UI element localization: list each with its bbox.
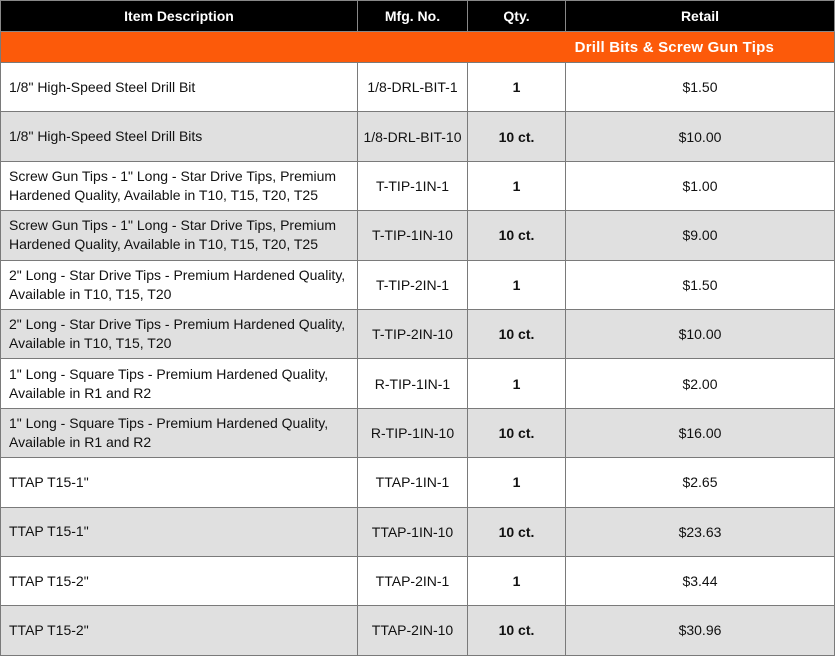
mfg-no-cell: TTAP-1IN-10	[357, 506, 468, 557]
table-row: 1" Long - Square Tips - Premium Hardened…	[0, 407, 835, 459]
mfg-no-cell: T-TIP-1IN-1	[357, 160, 468, 212]
retail-cell: $23.63	[565, 506, 835, 557]
retail-cell: $9.00	[565, 210, 835, 261]
table-row: 2" Long - Star Drive Tips - Premium Hard…	[0, 308, 835, 360]
item-description-cell: Screw Gun Tips - 1" Long - Star Drive Ti…	[0, 160, 358, 212]
item-description-cell: 1/8" High-Speed Steel Drill Bits	[0, 111, 358, 162]
mfg-no-cell: TTAP-2IN-10	[357, 605, 468, 656]
table-row: TTAP T15-2" TTAP-2IN-10 10 ct. $30.96	[0, 605, 835, 656]
retail-cell: $2.00	[565, 358, 835, 409]
section-row: Drill Bits & Screw Gun Tips	[0, 31, 835, 63]
mfg-no-cell: TTAP-2IN-1	[357, 555, 468, 607]
item-description-cell: TTAP T15-2"	[0, 555, 358, 607]
mfg-no-cell: R-TIP-1IN-10	[357, 407, 468, 459]
qty-cell: 1	[467, 259, 566, 310]
qty-cell: 1	[467, 555, 566, 607]
item-description-cell: 2" Long - Star Drive Tips - Premium Hard…	[0, 308, 358, 360]
qty-cell: 10 ct.	[467, 210, 566, 261]
mfg-no-cell: T-TIP-2IN-10	[357, 308, 468, 360]
qty-cell: 10 ct.	[467, 111, 566, 162]
item-description-cell: 2" Long - Star Drive Tips - Premium Hard…	[0, 259, 358, 310]
table-row: TTAP T15-1" TTAP-1IN-10 10 ct. $23.63	[0, 506, 835, 557]
header-retail: Retail	[565, 0, 835, 32]
table-row: TTAP T15-2" TTAP-2IN-1 1 $3.44	[0, 555, 835, 607]
mfg-no-cell: T-TIP-2IN-1	[357, 259, 468, 310]
header-qty: Qty.	[467, 0, 566, 32]
table-row: 1/8" High-Speed Steel Drill Bit 1/8-DRL-B…	[0, 61, 835, 113]
retail-cell: $30.96	[565, 605, 835, 656]
table-row: TTAP T15-1" TTAP-1IN-1 1 $2.65	[0, 457, 835, 508]
header-row: Item Description Mfg. No. Qty. Retail	[0, 0, 835, 32]
item-description-cell: 1/8" High-Speed Steel Drill Bit	[0, 61, 358, 113]
retail-cell: $2.65	[565, 457, 835, 508]
qty-cell: 1	[467, 457, 566, 508]
table-row: 1" Long - Square Tips - Premium Hardened…	[0, 358, 835, 409]
header-mfg-no: Mfg. No.	[357, 0, 468, 32]
qty-cell: 1	[467, 61, 566, 113]
retail-cell: $3.44	[565, 555, 835, 607]
qty-cell: 1	[467, 358, 566, 409]
mfg-no-cell: TTAP-1IN-1	[357, 457, 468, 508]
retail-cell: $1.50	[565, 61, 835, 113]
mfg-no-cell: 1/8-DRL-BIT-1	[357, 61, 468, 113]
qty-cell: 10 ct.	[467, 605, 566, 656]
section-title: Drill Bits & Screw Gun Tips	[0, 31, 835, 63]
header-item-description: Item Description	[0, 0, 358, 32]
qty-cell: 10 ct.	[467, 506, 566, 557]
retail-cell: $1.00	[565, 160, 835, 212]
table-row: Screw Gun Tips - 1" Long - Star Drive Ti…	[0, 160, 835, 212]
item-description-cell: 1" Long - Square Tips - Premium Hardened…	[0, 407, 358, 459]
qty-cell: 10 ct.	[467, 308, 566, 360]
table-row: 2" Long - Star Drive Tips - Premium Hard…	[0, 259, 835, 310]
retail-cell: $1.50	[565, 259, 835, 310]
item-description-cell: TTAP T15-2"	[0, 605, 358, 656]
mfg-no-cell: 1/8-DRL-BIT-10	[357, 111, 468, 162]
retail-cell: $10.00	[565, 111, 835, 162]
item-description-cell: Screw Gun Tips - 1" Long - Star Drive Ti…	[0, 210, 358, 261]
table-row: 1/8" High-Speed Steel Drill Bits 1/8-DRL-…	[0, 111, 835, 162]
item-description-cell: 1" Long - Square Tips - Premium Hardened…	[0, 358, 358, 409]
retail-cell: $16.00	[565, 407, 835, 459]
item-description-cell: TTAP T15-1"	[0, 506, 358, 557]
qty-cell: 10 ct.	[467, 407, 566, 459]
mfg-no-cell: R-TIP-1IN-1	[357, 358, 468, 409]
table-row: Screw Gun Tips - 1" Long - Star Drive Ti…	[0, 210, 835, 261]
mfg-no-cell: T-TIP-1IN-10	[357, 210, 468, 261]
qty-cell: 1	[467, 160, 566, 212]
item-description-cell: TTAP T15-1"	[0, 457, 358, 508]
retail-cell: $10.00	[565, 308, 835, 360]
